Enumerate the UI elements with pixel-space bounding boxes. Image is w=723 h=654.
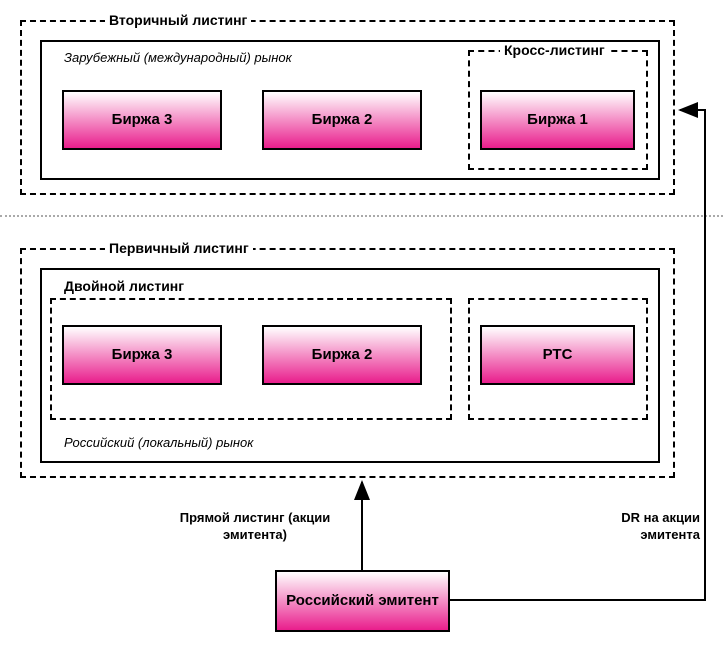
exchange-2-top: Биржа 2	[262, 90, 422, 150]
primary-listing-label: Первичный листинг	[105, 240, 253, 256]
foreign-market-label: Зарубежный (международный) рынок	[60, 50, 296, 65]
exchange-1-top: Биржа 1	[480, 90, 635, 150]
divider-line	[0, 215, 723, 217]
exchange-2-mid-label: Биржа 2	[312, 346, 373, 364]
exchange-3-mid: Биржа 3	[62, 325, 222, 385]
issuer-label: Российский эмитент	[286, 592, 439, 610]
exchange-2-mid: Биржа 2	[262, 325, 422, 385]
cross-listing-label: Кросс-листинг	[500, 42, 609, 58]
issuer-node: Российский эмитент	[275, 570, 450, 632]
exchange-3-top: Биржа 3	[62, 90, 222, 150]
exchange-3-mid-label: Биржа 3	[112, 346, 173, 364]
rts-node: РТС	[480, 325, 635, 385]
exchange-1-top-label: Биржа 1	[527, 111, 588, 129]
rts-label: РТС	[543, 346, 573, 364]
exchange-3-top-label: Биржа 3	[112, 111, 173, 129]
exchange-2-top-label: Биржа 2	[312, 111, 373, 129]
secondary-listing-label: Вторичный листинг	[105, 12, 251, 28]
direct-listing-label: Прямой листинг (акции эмитента)	[175, 510, 335, 544]
dual-listing-label: Двойной листинг	[60, 278, 188, 294]
dr-arrow-label: DR на акции эмитента	[570, 510, 700, 544]
local-market-label: Российский (локальный) рынок	[60, 435, 257, 450]
